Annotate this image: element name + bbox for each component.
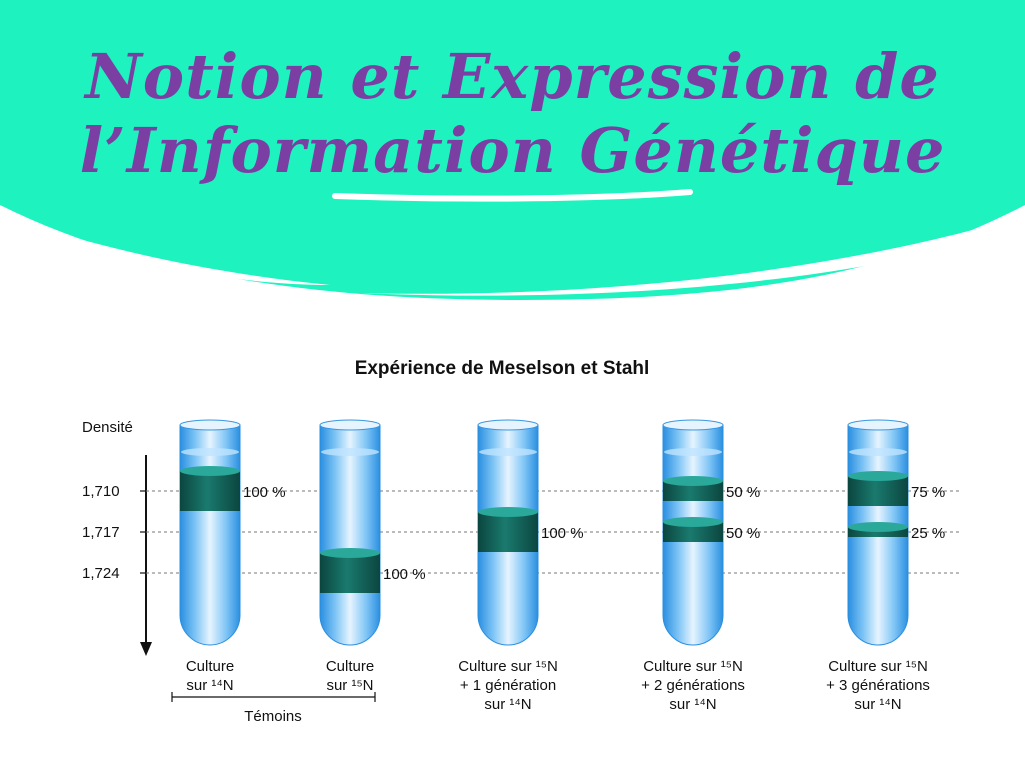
page-title: Notion et Expression de l’Information Gé…	[0, 40, 1025, 188]
tube-caption-line: + 1 génération	[460, 677, 556, 694]
dna-band-top	[663, 476, 723, 486]
y-axis-label: Densité	[82, 419, 133, 436]
liquid-surface	[181, 448, 239, 456]
header-banner	[0, 0, 1025, 300]
tube-caption-line: + 3 générations	[826, 677, 930, 694]
controls-bracket	[171, 692, 376, 702]
y-axis-arrow	[140, 455, 152, 656]
tube-opening	[847, 419, 909, 431]
tube-body	[179, 424, 241, 646]
centrifuge-tube	[662, 419, 724, 646]
tube-opening	[319, 419, 381, 431]
dna-band	[663, 522, 723, 542]
banner-wave-right	[360, 215, 1025, 296]
tube-caption-line: sur ¹⁴N	[854, 696, 901, 713]
dna-band-top	[663, 517, 723, 527]
tube-caption-line: Culture sur ¹⁵N	[458, 658, 558, 675]
liquid-surface	[849, 448, 907, 456]
density-tick-label: 1,724	[82, 565, 120, 582]
density-tick-label: 1,710	[82, 483, 120, 500]
tube-caption-line: Culture	[186, 658, 234, 675]
band-percent-label: 75 %	[911, 484, 945, 501]
diagram-title: Expérience de Meselson et Stahl	[355, 358, 650, 379]
dna-band-top	[478, 507, 538, 517]
centrifuge-tube	[319, 419, 381, 646]
page-title-line1: Notion et Expression de	[85, 40, 940, 113]
band-percent-label: 100 %	[243, 484, 286, 501]
page-title-line2: l’Information Génétique	[79, 114, 946, 187]
band-percent-label: 50 %	[726, 484, 760, 501]
dna-band	[180, 471, 240, 511]
band-percent-label: 50 %	[726, 525, 760, 542]
tube-opening	[662, 419, 724, 431]
tube-caption-line: sur ¹⁴N	[186, 677, 233, 694]
density-tick-label: 1,717	[82, 524, 120, 541]
tube-caption-line: Culture sur ¹⁵N	[643, 658, 743, 675]
centrifuge-tube	[179, 419, 241, 646]
dna-band	[320, 553, 380, 593]
liquid-surface	[479, 448, 537, 456]
tube-caption-line: Culture sur ¹⁵N	[828, 658, 928, 675]
dna-band-top	[848, 522, 908, 532]
dna-band-top	[848, 471, 908, 481]
tube-opening	[477, 419, 539, 431]
controls-label: Témoins	[244, 708, 302, 725]
title-underline	[332, 189, 693, 202]
dna-band	[663, 481, 723, 501]
dna-band-top	[320, 548, 380, 558]
liquid-surface	[664, 448, 722, 456]
band-percent-label: 25 %	[911, 525, 945, 542]
centrifuge-tube	[847, 419, 909, 646]
tube-caption-line: Culture	[326, 658, 374, 675]
tube-caption-line: + 2 générations	[641, 677, 745, 694]
dna-band-top	[180, 466, 240, 476]
centrifuge-tube	[477, 419, 539, 646]
tube-body	[319, 424, 381, 646]
tube-caption-line: sur ¹⁴N	[669, 696, 716, 713]
tube-caption-line: sur ¹⁵N	[326, 677, 373, 694]
tube-caption-line: sur ¹⁴N	[484, 696, 531, 713]
band-percent-label: 100 %	[383, 566, 426, 583]
band-percent-label: 100 %	[541, 525, 584, 542]
liquid-surface	[321, 448, 379, 456]
dna-band	[478, 512, 538, 552]
tube-opening	[179, 419, 241, 431]
